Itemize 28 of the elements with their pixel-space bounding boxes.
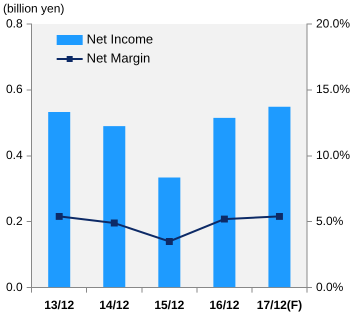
y2-tick-label: 10.0% xyxy=(316,148,350,162)
y-tick-label: 0.6 xyxy=(6,82,23,96)
bar xyxy=(103,126,126,288)
bar xyxy=(213,118,236,288)
y-tick-label: 0.0 xyxy=(6,280,23,294)
y-tick-label: 0.2 xyxy=(6,214,23,228)
y2-tick-label: 15.0% xyxy=(316,82,350,96)
y-tick-label: 0.8 xyxy=(6,16,23,30)
legend-label: Net Income xyxy=(86,32,154,47)
x-tick-label: 13/12 xyxy=(44,298,75,312)
x-tick-label: 15/12 xyxy=(154,298,185,312)
bar xyxy=(158,178,180,288)
point xyxy=(56,212,63,220)
bar xyxy=(268,106,290,288)
point xyxy=(110,220,118,226)
x-tick-label: 14/12 xyxy=(99,298,130,312)
y2-tick-label: 5.0% xyxy=(316,214,344,228)
y2-tick-label: 0.0% xyxy=(316,280,344,294)
point xyxy=(166,238,173,245)
y-axis-title: (billion yen) xyxy=(3,1,64,16)
x-tick-label: 17/12(F) xyxy=(256,298,302,312)
y2-tick-label: 20.0% xyxy=(316,16,350,30)
y-tick-label: 0.4 xyxy=(6,148,23,162)
x-tick-label: 16/12 xyxy=(209,298,240,312)
legend-label: Net Margin xyxy=(86,50,150,66)
point xyxy=(276,212,283,220)
point xyxy=(220,216,228,223)
bar xyxy=(48,112,70,288)
